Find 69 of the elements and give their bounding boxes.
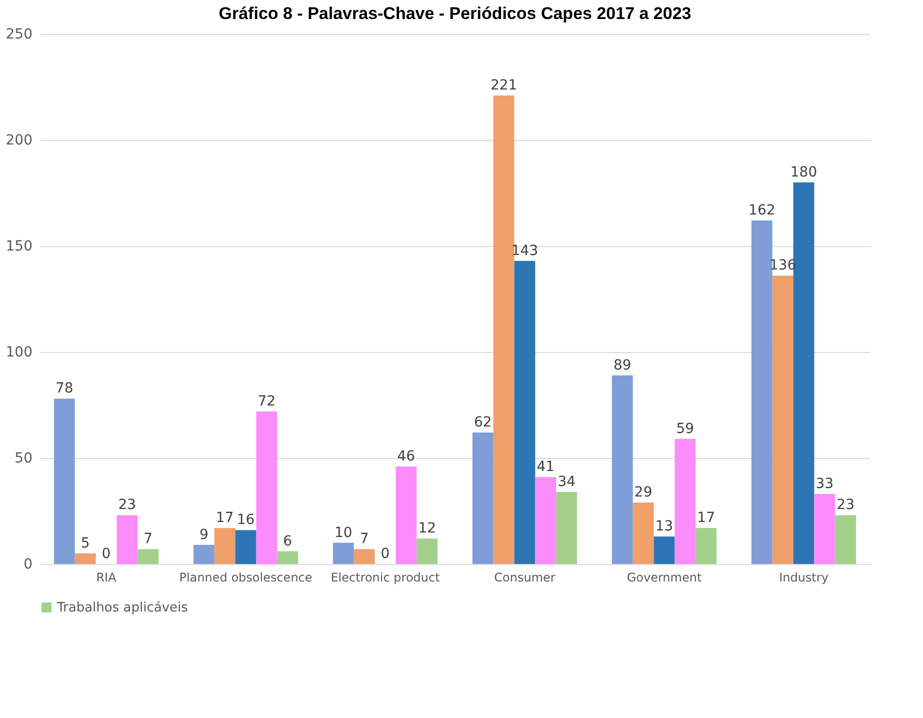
- x-tick-label: Consumer: [494, 570, 556, 584]
- bar: [396, 466, 417, 564]
- x-tick-label: Electronic product: [330, 570, 440, 584]
- bar: [612, 375, 633, 564]
- data-label: 33: [816, 476, 834, 492]
- data-label: 9: [199, 526, 208, 543]
- data-label: 162: [748, 202, 776, 219]
- y-tick-label: 150: [6, 238, 32, 254]
- y-tick-label: 0: [24, 556, 32, 572]
- data-label: 13: [655, 518, 674, 534]
- bar: [556, 492, 578, 564]
- data-label: 78: [56, 380, 74, 397]
- bar: [835, 515, 856, 564]
- data-label: 17: [216, 510, 234, 526]
- data-label: 10: [334, 524, 352, 541]
- data-label: 16: [236, 512, 255, 528]
- bar: [696, 528, 717, 564]
- data-label: 0: [102, 546, 111, 562]
- data-label: 221: [490, 77, 518, 94]
- bar: [472, 432, 494, 564]
- bar: [235, 530, 256, 564]
- bar: [332, 542, 354, 564]
- data-label: 72: [258, 393, 276, 410]
- x-tick-label: Government: [626, 570, 702, 584]
- bar: [814, 494, 836, 564]
- data-label: 46: [397, 448, 416, 464]
- data-label: 180: [790, 164, 818, 180]
- bar: [751, 220, 772, 564]
- data-label: 59: [676, 420, 694, 437]
- bar: [772, 276, 794, 564]
- data-label: 5: [80, 535, 90, 552]
- data-label: 89: [613, 357, 632, 374]
- y-tick-label: 200: [6, 132, 32, 148]
- bar: [138, 549, 159, 564]
- bar: [214, 528, 236, 564]
- data-label: 23: [118, 497, 136, 514]
- legend-label: Trabalhos aplicáveis: [56, 600, 188, 616]
- bar: [493, 95, 514, 564]
- data-label: 7: [360, 531, 369, 548]
- bar: [74, 553, 96, 564]
- data-label: 62: [474, 414, 492, 431]
- data-label: 29: [634, 484, 652, 501]
- bar: [654, 536, 675, 564]
- y-tick-label: 50: [14, 450, 32, 466]
- bar: [514, 260, 536, 564]
- bar: [416, 538, 438, 564]
- bar: [354, 549, 375, 564]
- x-tick-label: Planned obsolescence: [179, 570, 312, 584]
- data-label: 0: [380, 546, 390, 562]
- bar: [116, 515, 138, 564]
- bar: [277, 551, 298, 564]
- data-label: 6: [283, 533, 292, 550]
- data-label: 12: [418, 520, 436, 537]
- bar: [256, 411, 278, 564]
- bar: [535, 477, 556, 564]
- chart-title: Gráfico 8 - Palavras-Chave - Periódicos Capes 2017 a 2023: [218, 4, 692, 23]
- data-label: 17: [697, 510, 716, 526]
- x-tick-label: Industry: [779, 570, 828, 584]
- data-label: 7: [144, 531, 153, 548]
- y-tick-label: 250: [6, 26, 32, 42]
- data-label: 41: [536, 459, 555, 476]
- y-tick-label: 100: [6, 344, 32, 360]
- bar: [674, 438, 696, 564]
- bar: [54, 398, 75, 564]
- bar: [632, 502, 654, 564]
- bar: [193, 544, 214, 564]
- data-label: 34: [558, 474, 576, 490]
- data-label: 23: [836, 497, 854, 514]
- x-tick-label: RIA: [96, 570, 118, 584]
